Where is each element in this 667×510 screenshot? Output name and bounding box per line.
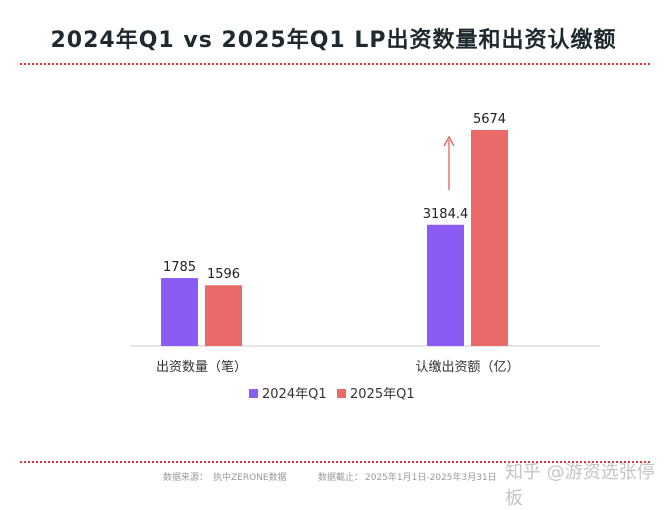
bar-chart: 1785 1596 出资数量（笔） 3184.4 5674 认缴出资额（亿） 2024年Q1… xyxy=(130,112,600,402)
cutoff-label: 数据截止： xyxy=(318,473,364,483)
category-label-1: 认缴出资额（亿） xyxy=(415,360,519,375)
watermark: 知乎 @游资选张停板 xyxy=(505,462,655,509)
chart-title: 2024年Q1 vs 2025年Q1 LP出资数量和出资认缴额 xyxy=(50,28,617,53)
legend-swatch-1 xyxy=(337,389,346,398)
legend-label-1: 2025年Q1 xyxy=(350,387,415,402)
data-label-1-1: 5674 xyxy=(473,112,506,127)
bar-0-1 xyxy=(427,224,464,346)
top-divider xyxy=(20,63,650,65)
bar-1-0 xyxy=(205,285,242,346)
data-label-0-1: 3184.4 xyxy=(423,207,469,222)
data-label-1-0: 1596 xyxy=(207,267,240,282)
category-label-0: 出资数量（笔） xyxy=(156,359,247,375)
cutoff: 2025年1月1日-2025年3月31日 xyxy=(365,473,497,483)
source-label: 数据来源： xyxy=(163,473,209,483)
bottom-divider xyxy=(20,461,650,463)
growth-arrow-head xyxy=(443,135,455,147)
bar-0-0 xyxy=(161,278,198,346)
bar-1-1 xyxy=(471,130,508,346)
source: 执中ZERONE数据 xyxy=(213,473,287,483)
legend-swatch-0 xyxy=(249,389,258,398)
data-label-0-0: 1785 xyxy=(163,260,196,275)
legend-label-0: 2024年Q1 xyxy=(262,387,327,402)
